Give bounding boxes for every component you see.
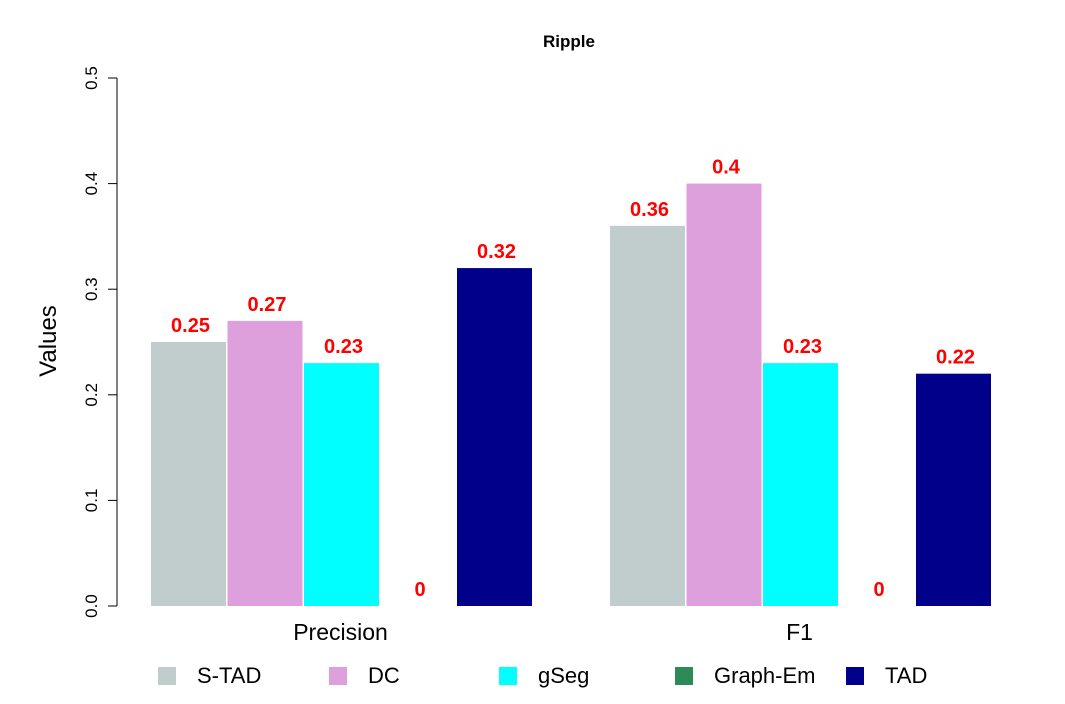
- bar-dc-f1: [686, 183, 762, 606]
- x-tick-label-f1: F1: [786, 619, 813, 645]
- legend: S-TAD DC gSeg Graph-Em TAD: [158, 663, 927, 688]
- y-tick-label: 0.3: [82, 277, 101, 301]
- legend-label-s-tad: S-TAD: [197, 663, 261, 688]
- value-label-tad-f1: 0.22: [936, 347, 975, 369]
- value-label-s-tad-f1: 0.36: [630, 199, 669, 221]
- y-tick-label: 0.5: [82, 66, 101, 90]
- legend-swatch-dc: [329, 667, 347, 685]
- y-axis-ticks: 0.0 0.1 0.2 0.3 0.4 0.5: [82, 66, 117, 618]
- y-tick-label: 0.1: [82, 489, 101, 513]
- y-tick-label: 0.4: [82, 172, 101, 196]
- legend-label-graph-em: Graph-Em: [714, 663, 815, 688]
- bar-s-tad-precision: [151, 342, 226, 606]
- bar-gseg-f1: [763, 363, 838, 606]
- value-label-dc-precision: 0.27: [248, 294, 287, 316]
- value-label-gseg-precision: 0.23: [324, 336, 363, 358]
- bars-group: [151, 183, 991, 606]
- chart-title: Ripple: [543, 32, 595, 51]
- legend-label-tad: TAD: [885, 663, 927, 688]
- bar-dc-precision: [227, 320, 303, 606]
- value-labels-group: 0.25 0.27 0.23 0 0.32 0.36 0.4 0.23 0 0.22: [171, 157, 975, 601]
- y-tick-label: 0.0: [82, 594, 101, 618]
- bar-tad-precision: [457, 268, 532, 606]
- value-label-dc-f1: 0.4: [712, 157, 741, 179]
- legend-swatch-s-tad: [158, 667, 176, 685]
- value-label-tad-precision: 0.32: [477, 241, 516, 263]
- x-tick-label-precision: Precision: [293, 619, 388, 645]
- x-axis-labels: Precision F1: [293, 619, 813, 645]
- legend-swatch-gseg: [499, 667, 517, 685]
- bar-s-tad-f1: [610, 225, 685, 606]
- value-label-gseg-f1: 0.23: [783, 336, 822, 358]
- legend-label-dc: DC: [368, 663, 400, 688]
- legend-swatch-graph-em: [675, 667, 693, 685]
- value-label-graph-em-precision: 0: [414, 579, 425, 601]
- bar-gseg-precision: [304, 363, 379, 606]
- legend-label-gseg: gSeg: [538, 663, 589, 688]
- value-label-s-tad-precision: 0.25: [171, 315, 210, 337]
- legend-swatch-tad: [846, 667, 864, 685]
- y-axis-label: Values: [35, 305, 62, 377]
- bar-tad-f1: [916, 373, 991, 606]
- y-tick-label: 0.2: [82, 383, 101, 407]
- value-label-graph-em-f1: 0: [873, 579, 884, 601]
